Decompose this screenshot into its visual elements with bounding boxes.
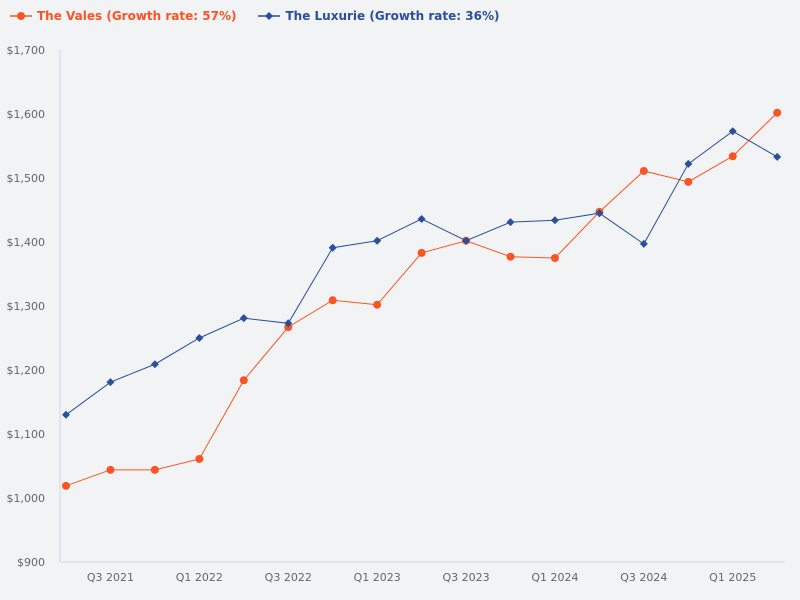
data-point (684, 159, 693, 168)
data-point (150, 360, 159, 369)
y-tick-label: $1,200 (7, 364, 46, 377)
data-point (284, 319, 293, 328)
diamond-marker-icon (258, 12, 281, 20)
data-point (550, 216, 559, 225)
data-point (150, 465, 159, 474)
data-point (195, 454, 204, 463)
data-point (639, 239, 648, 248)
x-tick-label: Q1 2023 (354, 571, 401, 584)
x-tick-label: Q3 2024 (620, 571, 667, 584)
y-tick-label: $900 (17, 556, 45, 569)
data-point (195, 334, 204, 342)
series-line-0 (65, 112, 778, 487)
legend-item-luxurie[interactable]: The Luxurie (Growth rate: 36%) (258, 9, 499, 23)
data-point (239, 376, 248, 385)
x-tick-label: Q3 2021 (87, 571, 134, 584)
x-tick-label: Q3 2022 (265, 571, 312, 584)
y-tick-label: $1,500 (7, 172, 46, 185)
legend-label-luxurie: The Luxurie (Growth rate: 36%) (285, 9, 500, 23)
y-tick-label: $1,600 (7, 108, 46, 121)
data-point (373, 300, 382, 309)
y-tick-label: $1,000 (7, 492, 46, 505)
data-point (106, 378, 115, 387)
x-tick-label: Q1 2022 (176, 571, 223, 584)
data-point (239, 314, 248, 323)
x-tick-label: Q1 2025 (709, 571, 756, 584)
y-tick-label: $1,700 (7, 44, 46, 57)
data-point (550, 254, 559, 262)
data-point (595, 209, 604, 218)
x-tick-label: Q1 2024 (531, 571, 578, 584)
data-point (328, 296, 337, 305)
legend: The Vales (Growth rate: 57%) The Luxurie… (10, 9, 499, 23)
data-point (373, 236, 382, 245)
data-point (106, 465, 115, 474)
data-point (773, 152, 782, 161)
legend-label-vales: The Vales (Growth rate: 57%) (37, 9, 237, 23)
data-point (62, 410, 70, 419)
data-point (728, 127, 737, 136)
circle-marker-icon (10, 12, 32, 20)
series-line-1 (65, 130, 778, 416)
legend-item-vales[interactable]: The Vales (Growth rate: 57%) (10, 9, 236, 23)
data-point (773, 108, 782, 117)
data-point (62, 481, 70, 490)
x-tick-label: Q3 2023 (442, 571, 489, 584)
data-point (506, 252, 515, 261)
data-point (684, 177, 693, 186)
data-point (639, 166, 648, 175)
data-point (728, 152, 737, 161)
data-point (417, 248, 426, 257)
data-point (462, 236, 471, 245)
data-point (506, 218, 515, 227)
y-tick-label: $1,300 (7, 300, 46, 313)
y-tick-label: $1,100 (7, 428, 46, 441)
data-point (417, 214, 426, 223)
y-tick-label: $1,400 (7, 236, 46, 249)
data-point (328, 243, 337, 252)
